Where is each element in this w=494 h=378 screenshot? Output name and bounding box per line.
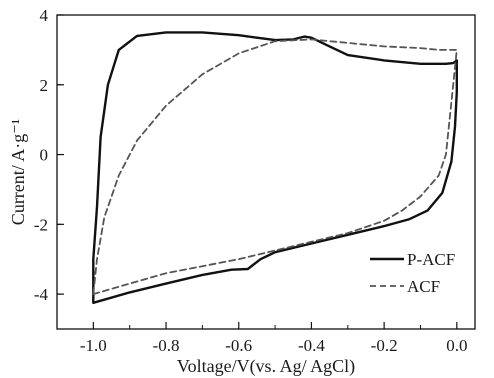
tick-labels: -1.0 -0.8 -0.6 -0.4 -0.2 0.0 -4 -2 0 2 4 (34, 6, 468, 355)
x-tick-label: -0.2 (371, 336, 398, 355)
y-axis-title: Current/ A·g⁻¹ (8, 119, 28, 225)
x-tick-label: -0.8 (153, 336, 180, 355)
y-tick-label: -2 (34, 215, 48, 234)
legend-label-p-acf: P-ACF (407, 250, 455, 269)
series-line-acf (92, 38, 458, 295)
y-tick-label: -4 (34, 285, 49, 304)
y-tick-label: 0 (40, 146, 49, 165)
x-axis-title: Voltage/V(vs. Ag/ AgCl) (177, 356, 355, 377)
series-line-p-acf (92, 31, 458, 304)
x-tick-label: -1.0 (80, 336, 107, 355)
x-tick-label: -0.6 (225, 336, 252, 355)
legend-label-acf: ACF (407, 277, 440, 296)
axis-ticks (57, 14, 458, 329)
x-tick-label: 0.0 (446, 336, 467, 355)
x-tick-label: -0.4 (298, 336, 325, 355)
y-tick-label: 4 (40, 6, 49, 25)
series-layer (92, 31, 458, 304)
legend: P-ACF ACF (370, 250, 455, 296)
plot-frame (56, 14, 476, 330)
y-tick-label: 2 (40, 76, 49, 95)
